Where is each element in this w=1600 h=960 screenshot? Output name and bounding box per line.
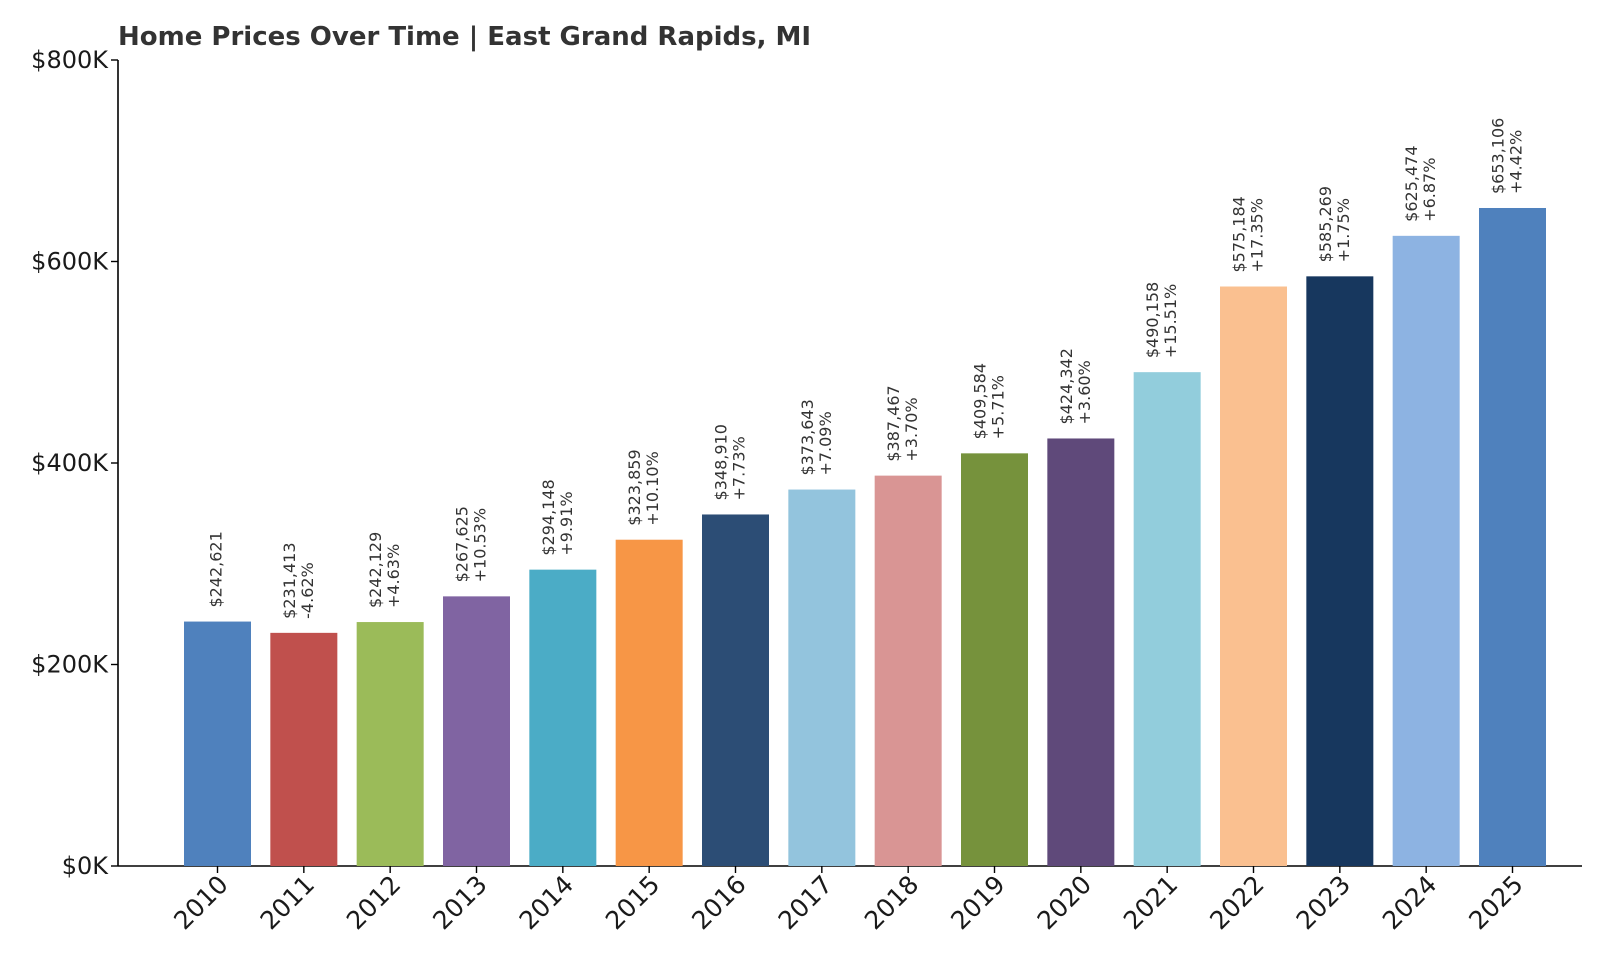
y-tick-label: $800K: [31, 46, 109, 74]
value-label: $625,474: [1402, 145, 1421, 221]
x-tick-label: 2017: [773, 870, 838, 935]
x-tick-label: 2025: [1463, 870, 1528, 935]
change-label: -4.62%: [298, 562, 317, 619]
change-label: +10.10%: [643, 451, 662, 525]
x-tick-label: 2016: [686, 870, 751, 935]
bar-2012: [356, 622, 424, 866]
change-label: +15.51%: [1161, 284, 1180, 358]
change-label: +5.71%: [989, 375, 1008, 439]
change-label: +6.87%: [1420, 158, 1439, 222]
x-tick-label: 2010: [168, 870, 233, 935]
value-label: $242,129: [366, 532, 385, 608]
data-labels: $242,621 $231,413 -4.62% $242,129 +4.63% $267…: [207, 118, 1526, 619]
x-tick-label: 2019: [945, 870, 1010, 935]
x-axis: 2010 2011 2012 2013 2014 2015 2016 2017 2018 2019…: [118, 865, 1582, 935]
value-label: $387,467: [884, 385, 903, 461]
x-tick-label: 2022: [1204, 870, 1269, 935]
bar-2020: [1047, 438, 1115, 866]
bar-2014: [529, 569, 597, 866]
bars: [184, 207, 1546, 867]
bar-2024: [1392, 235, 1460, 866]
change-label: +4.63%: [384, 544, 403, 608]
change-label: +4.42%: [1507, 130, 1526, 194]
x-tick-label: 2014: [514, 870, 579, 935]
bar-2025: [1479, 207, 1546, 866]
bar-2021: [1133, 372, 1201, 866]
bar-2023: [1306, 276, 1374, 866]
value-label: $267,625: [453, 506, 472, 582]
value-label: $348,910: [712, 424, 731, 500]
value-label: $294,148: [539, 479, 558, 555]
value-label: $585,269: [1316, 186, 1335, 262]
bar-2013: [443, 596, 510, 866]
value-label: $231,413: [280, 543, 299, 619]
x-tick-label: 2020: [1032, 870, 1097, 935]
value-label: $323,859: [625, 449, 644, 525]
value-label: $424,342: [1057, 348, 1076, 424]
chart-title: Home Prices Over Time | East Grand Rapid…: [118, 22, 811, 52]
y-tick-label: $0K: [62, 852, 110, 880]
bar-2018: [874, 475, 942, 866]
change-label: +3.60%: [1075, 360, 1094, 424]
x-tick-label: 2024: [1377, 870, 1442, 935]
y-axis: $0K $200K $400K $600K $800K: [31, 46, 119, 880]
value-label: $575,184: [1230, 196, 1249, 272]
value-label: $373,643: [798, 399, 817, 475]
change-label: +1.75%: [1334, 198, 1353, 262]
x-tick-label: 2015: [600, 870, 665, 935]
x-tick-label: 2011: [255, 870, 320, 935]
value-label: $242,621: [207, 531, 226, 607]
x-tick-label: 2012: [341, 870, 406, 935]
change-label: +7.73%: [730, 436, 749, 500]
value-label: $653,106: [1489, 118, 1508, 194]
x-tick-label: 2023: [1291, 870, 1356, 935]
bar-2011: [270, 632, 338, 866]
bar-2010: [184, 621, 251, 866]
x-tick-label: 2013: [427, 870, 492, 935]
change-label: +9.91%: [557, 491, 576, 555]
value-label: $409,584: [971, 363, 990, 439]
x-tick-label: 2021: [1118, 870, 1183, 935]
bar-2022: [1220, 286, 1287, 867]
y-tick-label: $200K: [31, 651, 109, 679]
x-tick-label: 2018: [859, 870, 924, 935]
y-tick-label: $400K: [31, 449, 109, 477]
bar-2015: [615, 539, 683, 866]
bar-2017: [788, 489, 856, 866]
change-label: +10.53%: [471, 508, 490, 582]
change-label: +7.09%: [816, 411, 835, 475]
value-label: $490,158: [1143, 282, 1162, 358]
y-tick-label: $600K: [31, 248, 109, 276]
change-label: +17.35%: [1248, 198, 1267, 272]
bar-2016: [702, 514, 769, 866]
bar-2019: [961, 453, 1028, 866]
change-label: +3.70%: [902, 397, 921, 461]
